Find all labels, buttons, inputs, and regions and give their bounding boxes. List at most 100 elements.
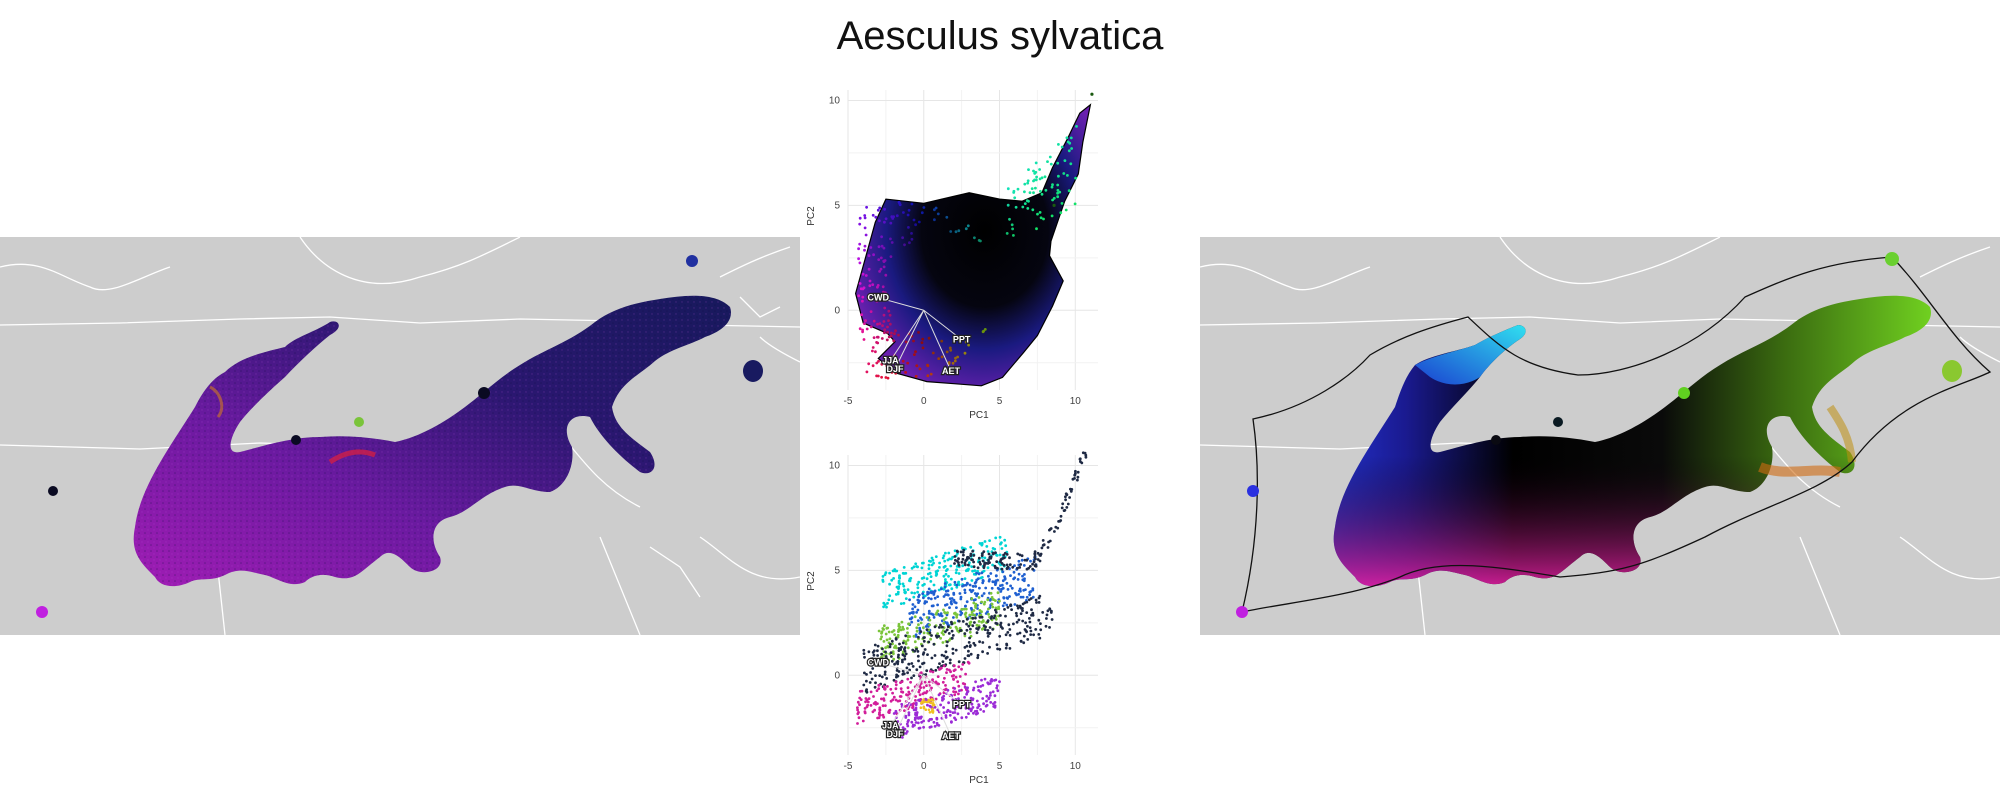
bottom-point bbox=[867, 650, 871, 654]
bottom-point bbox=[937, 693, 941, 697]
top-point bbox=[1040, 176, 1044, 180]
bottom-point bbox=[927, 592, 930, 595]
bottom-point bbox=[898, 642, 901, 646]
bottom-point bbox=[978, 586, 981, 590]
top-point bbox=[1042, 217, 1045, 221]
bottom-point bbox=[901, 582, 905, 586]
bottom-point bbox=[980, 594, 984, 598]
top-point bbox=[878, 270, 881, 273]
bottom-point bbox=[934, 574, 938, 577]
bottom-point bbox=[951, 647, 955, 651]
bottom-point bbox=[865, 673, 868, 676]
top-point bbox=[1027, 168, 1030, 171]
bottom-point bbox=[914, 635, 918, 638]
bottom-point bbox=[1003, 538, 1007, 542]
bottom-point bbox=[910, 591, 914, 595]
top-point bbox=[1012, 234, 1015, 237]
bottom-point bbox=[907, 718, 910, 722]
bottom-point bbox=[946, 593, 950, 597]
top-point bbox=[889, 221, 893, 225]
top-point bbox=[890, 371, 894, 374]
bottom-point bbox=[894, 709, 898, 713]
bottom-point bbox=[963, 591, 967, 594]
bottom-point bbox=[919, 706, 923, 709]
top-point bbox=[884, 273, 888, 277]
bottom-point bbox=[878, 657, 881, 661]
top-point bbox=[910, 232, 913, 235]
bottom-point bbox=[914, 711, 917, 715]
bottom-point bbox=[881, 647, 884, 651]
bottom-point bbox=[948, 658, 952, 662]
bottom-point bbox=[970, 702, 974, 706]
loading-arrow bbox=[894, 310, 925, 370]
bottom-point bbox=[1022, 634, 1026, 638]
bottom-point bbox=[971, 549, 975, 553]
bottom-point bbox=[1018, 631, 1022, 635]
bottom-point bbox=[910, 566, 914, 570]
bottom-point bbox=[954, 571, 958, 575]
bottom-point bbox=[913, 605, 917, 609]
bottom-point bbox=[994, 611, 998, 614]
bottom-point bbox=[950, 622, 954, 626]
bottom-point bbox=[900, 690, 903, 694]
bottom-point bbox=[952, 616, 955, 619]
bottom-point bbox=[966, 555, 970, 559]
bottom-point bbox=[983, 540, 987, 543]
top-point bbox=[1032, 169, 1035, 173]
bottom-point bbox=[948, 661, 952, 665]
bottom-point bbox=[930, 591, 933, 595]
bottom-point bbox=[1000, 547, 1004, 550]
bottom-point bbox=[963, 632, 967, 636]
bottom-point bbox=[899, 732, 902, 736]
bottom-point bbox=[927, 708, 931, 712]
bottom-point bbox=[969, 627, 972, 631]
top-point bbox=[1026, 181, 1030, 185]
bottom-point bbox=[955, 568, 958, 572]
bottom-point bbox=[977, 620, 981, 623]
bottom-point bbox=[1031, 595, 1035, 599]
bottom-point bbox=[955, 583, 959, 587]
top-point bbox=[1057, 174, 1060, 178]
y-tick-label: 10 bbox=[829, 460, 841, 471]
bottom-point bbox=[1025, 595, 1029, 599]
top-point bbox=[881, 285, 885, 289]
bottom-point bbox=[918, 699, 922, 703]
top-point bbox=[1043, 175, 1047, 179]
bottom-point bbox=[1060, 506, 1064, 510]
bottom-point bbox=[995, 643, 999, 647]
bottom-point bbox=[885, 638, 889, 642]
bottom-point bbox=[925, 669, 929, 673]
bottom-point bbox=[977, 556, 981, 560]
bottom-point bbox=[936, 666, 940, 669]
bottom-point bbox=[917, 635, 920, 639]
bottom-point bbox=[983, 677, 987, 681]
bottom-point bbox=[953, 549, 957, 553]
bottom-point bbox=[863, 711, 867, 715]
bottom-point bbox=[916, 565, 919, 569]
bottom-point bbox=[1031, 567, 1035, 571]
bottom-point bbox=[976, 656, 980, 660]
bottom-point bbox=[933, 625, 937, 629]
bottom-point bbox=[1078, 457, 1082, 461]
bottom-point bbox=[891, 642, 894, 646]
bottom-point bbox=[1028, 620, 1032, 624]
top-point bbox=[1067, 189, 1071, 193]
bottom-point bbox=[978, 640, 981, 644]
bottom-point bbox=[922, 651, 926, 655]
bottom-point bbox=[873, 643, 877, 647]
loading-label-aet: AET bbox=[942, 366, 961, 376]
bottom-point bbox=[1037, 633, 1041, 636]
page-title: Aesculus sylvatica bbox=[836, 14, 1164, 58]
loading-label-cwd: CWD bbox=[868, 658, 890, 668]
bottom-point bbox=[916, 654, 920, 658]
bottom-point bbox=[881, 580, 885, 583]
bottom-point bbox=[1076, 470, 1080, 474]
bottom-point bbox=[935, 716, 939, 720]
bottom-point bbox=[938, 561, 941, 565]
bottom-point bbox=[987, 579, 991, 583]
bottom-point bbox=[1002, 563, 1006, 567]
bottom-point bbox=[963, 588, 967, 592]
